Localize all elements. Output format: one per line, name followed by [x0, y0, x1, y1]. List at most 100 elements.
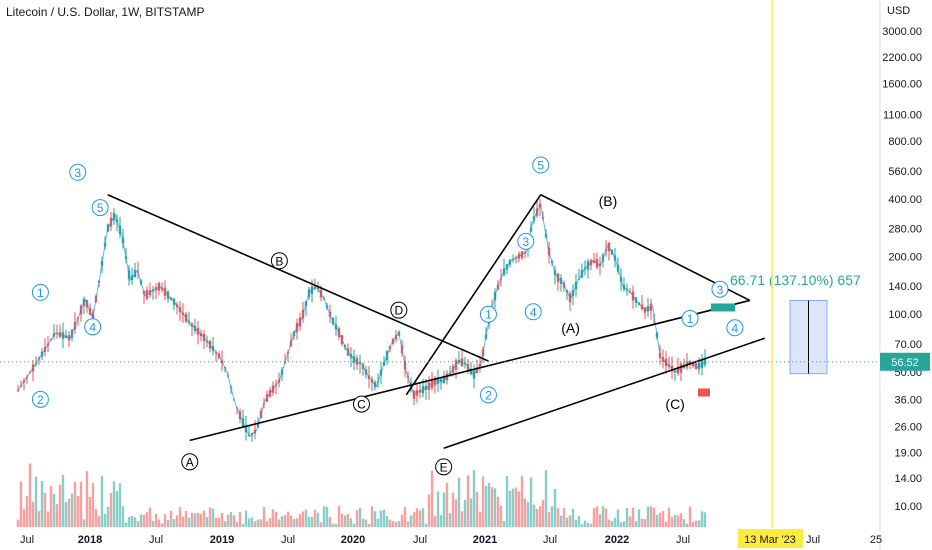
date-marker-tag — [738, 529, 803, 548]
wave-label: (A) — [561, 320, 580, 336]
volume-bar — [49, 485, 53, 527]
wave-label-circle — [479, 305, 497, 323]
volume-bar — [658, 512, 662, 527]
candle-body — [16, 390, 20, 392]
volume-bar — [631, 507, 635, 527]
x-tick-label: 2018 — [78, 534, 102, 546]
volume-bar — [370, 506, 374, 527]
y-tick-label: 140.00 — [888, 281, 922, 293]
volume-bar — [655, 514, 659, 527]
volume-bar — [508, 490, 512, 527]
volume-bar — [256, 519, 260, 527]
volume-bar — [472, 469, 476, 527]
volume-bar — [364, 519, 368, 527]
volume-bar — [106, 506, 110, 527]
volume-bar — [433, 516, 437, 527]
volume-bar — [283, 515, 287, 527]
volume-bar — [514, 487, 518, 527]
wave-label: 1 — [687, 312, 694, 326]
volume-bar — [187, 517, 191, 527]
volume-bar — [571, 508, 575, 527]
wave-label-circle — [84, 318, 102, 336]
y-tick-label: 100.00 — [888, 309, 922, 321]
volume-bar — [568, 515, 572, 527]
volume-bar — [100, 476, 104, 527]
volume-bar — [424, 523, 428, 527]
volume-bar — [556, 508, 560, 527]
x-tick-label: 2020 — [341, 534, 365, 546]
volume-bar — [466, 475, 470, 527]
volume-bar — [652, 507, 656, 527]
volume-bar — [82, 519, 86, 527]
x-tick-label: Jul — [149, 534, 163, 546]
volume-bar — [538, 506, 542, 527]
volume-bar — [310, 516, 314, 527]
x-tick-label: 2021 — [473, 534, 497, 546]
volume-bar — [475, 491, 479, 527]
stop-marker — [698, 388, 710, 397]
volume-bar — [487, 482, 491, 527]
volume-bar — [562, 508, 566, 527]
volume-bar — [295, 518, 299, 527]
volume-bar — [34, 476, 38, 527]
volume-bar — [130, 516, 134, 527]
wave-label: 5 — [97, 201, 104, 215]
volume-bar — [316, 512, 320, 527]
volume-bar — [196, 513, 200, 527]
volume-bar — [208, 507, 212, 527]
wave-label: 4 — [530, 305, 537, 319]
volume-bar — [28, 463, 32, 527]
wave-label-circle — [31, 283, 49, 301]
wave-label-circle — [181, 453, 199, 471]
volume-bar — [523, 498, 527, 527]
volume-bar — [223, 521, 227, 527]
volume-bar — [232, 515, 236, 527]
volume-bar — [460, 511, 464, 527]
volume-bar — [205, 517, 209, 527]
volume-bar — [415, 508, 419, 527]
x-tick-label: 25 — [870, 534, 882, 546]
volume-bar — [667, 507, 671, 527]
volume-bar — [547, 511, 551, 527]
volume-bar — [181, 516, 185, 527]
y-tick-label: 26.00 — [894, 421, 922, 433]
volume-bar — [214, 517, 218, 527]
volume-bar — [343, 515, 347, 527]
volume-bar — [589, 523, 593, 527]
volume-bar — [661, 510, 665, 527]
wave-label-circle — [681, 310, 699, 328]
volume-bar — [613, 517, 617, 527]
volume-bar — [238, 511, 242, 527]
volume-bar — [610, 520, 614, 527]
volume-bar — [19, 481, 23, 527]
volume-bar — [577, 515, 581, 527]
volume-bar — [193, 513, 197, 527]
volume-bar — [313, 509, 317, 527]
volume-bar — [673, 514, 677, 527]
volume-bar — [607, 519, 611, 527]
y-tick-label: 10.00 — [894, 501, 922, 513]
volume-bar — [586, 522, 590, 527]
volume-bar — [700, 511, 704, 527]
volume-bar — [397, 521, 401, 527]
volume-bar — [643, 519, 647, 527]
volume-bar — [139, 514, 143, 527]
volume-bar — [280, 516, 284, 527]
volume-bar — [388, 519, 392, 527]
volume-bar — [85, 471, 89, 527]
volume-bar — [175, 515, 179, 527]
wave-label-circle — [270, 252, 288, 270]
volume-bar — [118, 483, 122, 527]
volume-bar — [646, 506, 650, 527]
volume-bar — [337, 506, 341, 527]
volume-bar — [403, 506, 407, 527]
volume-bar — [511, 488, 515, 527]
volume-bar — [505, 475, 509, 527]
volume-bar — [298, 514, 302, 527]
volume-bar — [637, 509, 641, 527]
volume-bar — [685, 523, 689, 527]
volume-bar — [526, 502, 530, 527]
volume-bar — [634, 521, 638, 527]
volume-bar — [604, 508, 608, 527]
